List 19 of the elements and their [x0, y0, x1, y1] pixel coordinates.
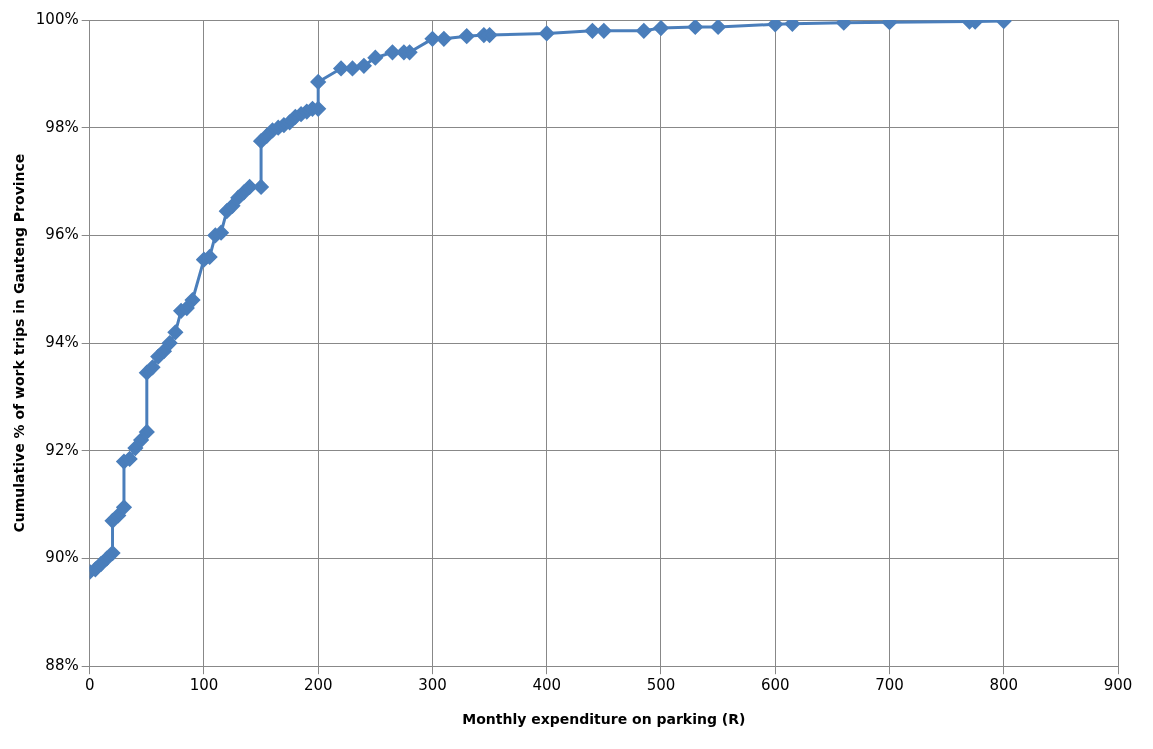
- y-tick-label: 88%: [45, 656, 79, 675]
- y-tick-label: 98%: [45, 117, 79, 136]
- y-tick-label: 96%: [45, 225, 79, 244]
- y-tick-label: 94%: [45, 332, 79, 351]
- x-tick-label: 300: [418, 676, 447, 695]
- y-tick-label: 90%: [45, 548, 79, 567]
- y-tick-label: 92%: [45, 440, 79, 459]
- x-tick-label: 200: [303, 676, 333, 695]
- x-tick-label: 500: [646, 676, 676, 695]
- x-tick-label: 900: [1103, 676, 1133, 695]
- x-tick-label: 700: [875, 676, 904, 695]
- x-axis-title: Monthly expenditure on parking (R): [462, 711, 746, 728]
- x-tick-label: 800: [989, 676, 1019, 695]
- x-tick-label: 600: [760, 676, 790, 695]
- x-tick-label: 400: [532, 676, 562, 695]
- y-axis-title: Cumulative % of work trips in Gauteng Province: [11, 153, 28, 533]
- y-tick-label: 100%: [35, 9, 79, 28]
- x-tick-label: 100: [189, 676, 219, 695]
- x-tick-label: 0: [84, 676, 95, 695]
